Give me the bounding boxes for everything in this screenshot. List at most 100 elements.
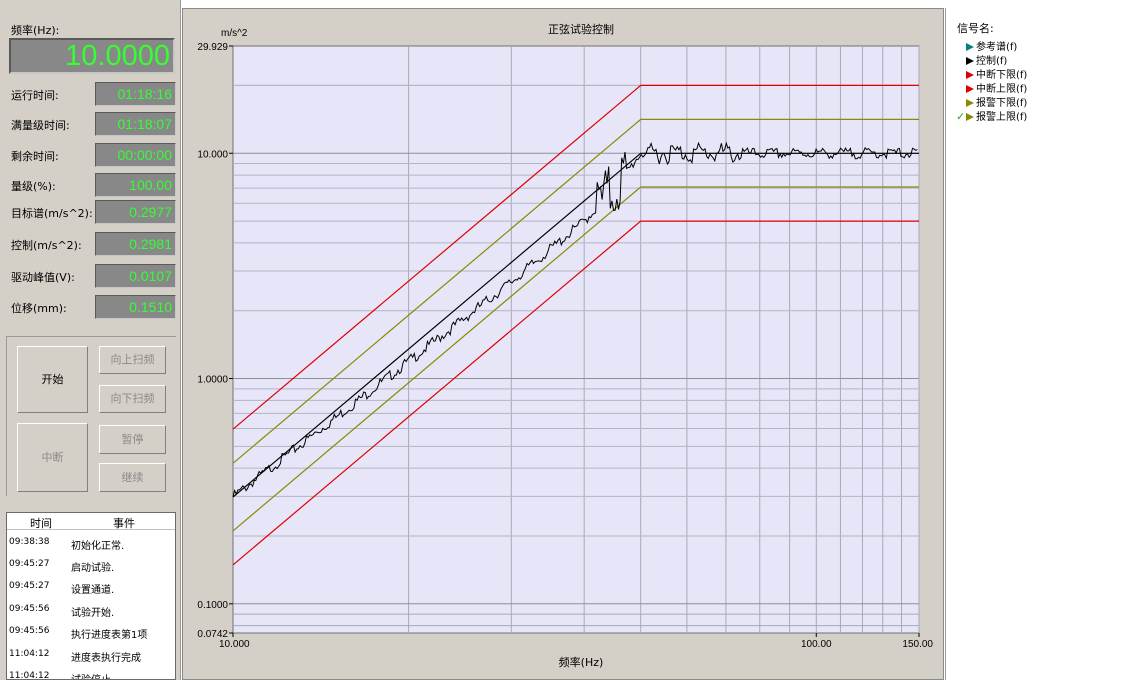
play-arrow-icon <box>966 85 974 93</box>
y-tick-label: 29.929 <box>197 42 228 53</box>
sweep-down-button[interactable]: 向下扫频 <box>99 385 166 413</box>
plot-area <box>232 45 920 634</box>
y-tick-label: 0.0742 <box>197 629 228 640</box>
play-arrow-icon <box>966 43 974 51</box>
event-time: 09:45:56 <box>9 604 50 614</box>
play-arrow-icon <box>966 57 974 65</box>
event-time: 11:04:12 <box>9 671 50 680</box>
param-value: 0.1510 <box>95 295 176 319</box>
event-text: 执行进度表第1项 <box>71 630 148 641</box>
param-value: 00:00:00 <box>95 143 176 167</box>
legend-title: 信号名: <box>957 22 994 35</box>
column-header-time[interactable]: 时间 <box>30 517 52 530</box>
param-label: 控制(m/s^2): <box>11 239 82 252</box>
legend-item-label: 中断上限(f) <box>976 84 1028 95</box>
legend-item-abort-upper[interactable]: 中断上限(f) <box>956 80 1028 95</box>
table-row[interactable]: 09:45:27 启动试验. <box>7 554 175 577</box>
event-text: 启动试验. <box>71 563 115 574</box>
series-line <box>232 118 919 464</box>
param-row-drive-peak: 驱动峰值(V): 0.0107 <box>0 264 181 288</box>
legend-item-alarm-lower[interactable]: 报警下限(f) <box>956 94 1028 109</box>
table-row[interactable]: 09:45:27 设置通道. <box>7 576 175 599</box>
sweep-up-button[interactable]: 向上扫频 <box>99 346 166 374</box>
x-tick-label: 150.00 <box>902 639 933 650</box>
table-row[interactable]: 09:45:56 试验开始. <box>7 599 175 622</box>
x-tick-label: 100.00 <box>801 639 832 650</box>
event-time: 09:45:27 <box>9 559 50 569</box>
play-arrow-icon <box>966 113 974 121</box>
legend-item-label: 报警上限(f) <box>976 112 1028 123</box>
grid-lines <box>233 46 920 633</box>
x-axis-label: 频率(Hz) <box>559 655 604 669</box>
control-buttons-group <box>6 336 176 496</box>
param-label: 运行时间: <box>11 89 59 102</box>
series-line <box>232 84 919 430</box>
param-row-target-spectrum: 目标谱(m/s^2): 0.2977 <box>0 200 181 224</box>
event-time: 09:45:56 <box>9 626 50 636</box>
legend-item-label: 控制(f) <box>976 56 1008 67</box>
y-axis-label: m/s^2 <box>221 28 248 39</box>
resume-button[interactable]: 继续 <box>99 463 166 492</box>
abort-button[interactable]: 中断 <box>17 423 88 492</box>
param-row-control: 控制(m/s^2): 0.2981 <box>0 232 181 256</box>
table-row[interactable]: 09:38:38 初始化正常. <box>7 532 175 555</box>
event-text: 试验停止. <box>71 671 114 679</box>
param-value: 0.2981 <box>95 232 176 256</box>
param-label: 量级(%): <box>11 180 56 193</box>
x-tick-label: 10.000 <box>219 639 250 650</box>
series-line <box>232 186 919 532</box>
column-header-event[interactable]: 事件 <box>113 517 135 530</box>
legend-item-abort-lower[interactable]: 中断下限(f) <box>956 66 1028 81</box>
table-row[interactable]: 11:04:12 试验停止. <box>7 666 175 680</box>
event-log-table[interactable]: 时间 事件 09:38:38 初始化正常. 09:45:27 启动试验. 09:… <box>6 512 176 680</box>
pause-button[interactable]: 暂停 <box>99 425 166 454</box>
legend-item-label: 报警下限(f) <box>976 98 1028 109</box>
play-arrow-icon <box>966 99 974 107</box>
frequency-label: 频率(Hz): <box>11 24 60 37</box>
y-tick-label: 1.0000 <box>197 375 228 386</box>
param-value: 100.00 <box>95 173 176 197</box>
param-row-level: 量级(%): 100.00 <box>0 173 181 197</box>
event-text: 试验开始. <box>71 608 115 619</box>
start-button[interactable]: 开始 <box>17 346 88 413</box>
event-time: 11:04:12 <box>9 649 50 659</box>
signal-legend-panel: 信号名: 参考谱(f) 控制(f) 中断下限(f) 中断上限(f) 报警下限(f… <box>945 8 1129 680</box>
param-label: 满量级时间: <box>11 119 70 132</box>
param-label: 剩余时间: <box>11 150 59 163</box>
event-text: 设置通道. <box>71 585 115 596</box>
chart-panel: 29.929 10.000 1.0000 0.1000 0.0742 10.000 100.… <box>182 8 944 680</box>
frequency-display: 10.0000 <box>9 38 175 74</box>
param-label: 目标谱(m/s^2): <box>11 207 93 220</box>
event-time: 09:45:27 <box>9 581 50 591</box>
legend-item-label: 中断下限(f) <box>976 70 1028 81</box>
event-time: 09:38:38 <box>9 537 50 547</box>
param-label: 位移(mm): <box>11 302 67 315</box>
legend-item-label: 参考谱(f) <box>976 42 1018 53</box>
chart-title: 正弦试验控制 <box>548 22 614 36</box>
event-text: 初始化正常. <box>71 541 125 552</box>
param-value: 0.0107 <box>95 264 176 288</box>
series-line-control <box>232 141 918 498</box>
table-row[interactable]: 11:04:12 进度表执行完成 <box>7 644 175 667</box>
param-row-run-time: 运行时间: 01:18:16 <box>0 82 181 106</box>
event-text: 进度表执行完成 <box>71 653 141 664</box>
series-layer <box>232 84 919 566</box>
param-value: 01:18:07 <box>95 112 176 136</box>
table-row[interactable]: 09:45:56 执行进度表第1项 <box>7 621 175 644</box>
param-value: 0.2977 <box>95 200 176 224</box>
legend-item-control[interactable]: 控制(f) <box>956 52 1008 67</box>
y-tick-label: 0.1000 <box>197 600 228 611</box>
legend-item-alarm-upper[interactable]: ✓ 报警上限(f) <box>956 108 1028 123</box>
param-row-full-level-time: 满量级时间: 01:18:07 <box>0 112 181 136</box>
series-line <box>232 220 919 566</box>
param-value: 01:18:16 <box>95 82 176 106</box>
play-arrow-icon <box>966 71 974 79</box>
legend-item-reference[interactable]: 参考谱(f) <box>956 38 1018 53</box>
y-tick-label: 10.000 <box>197 149 228 160</box>
left-panel: 频率(Hz): 10.0000 运行时间: 01:18:16 满量级时间: 01… <box>0 0 181 680</box>
param-row-displacement: 位移(mm): 0.1510 <box>0 295 181 319</box>
check-icon: ✓ <box>956 110 966 123</box>
event-log-header: 时间 事件 <box>7 513 175 530</box>
